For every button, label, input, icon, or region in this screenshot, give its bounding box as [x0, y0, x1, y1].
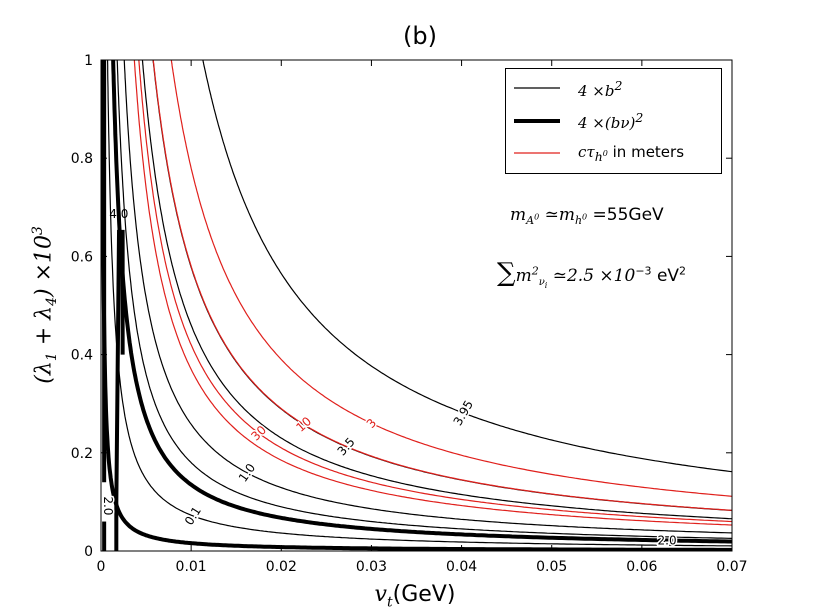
contour-label-7: 10 — [293, 414, 314, 435]
series-9 — [133, 60, 732, 526]
x-tick-label-5: 0.05 — [536, 559, 567, 575]
series-3 — [202, 60, 732, 473]
y-tick-label-0: 0 — [84, 544, 93, 560]
neutrino-annotation: ∑m2νi ≃2.5 ×10−3 eV2 — [497, 258, 687, 291]
x-tick-label-0: 0 — [97, 559, 106, 575]
contour-label-1: 1.0 — [236, 461, 258, 485]
contour-label-2.0: 2.0 — [658, 533, 677, 547]
y-axis-label: (λ1 + λ4) ×103 — [30, 226, 60, 384]
x-tick-label-1: 0.01 — [176, 559, 207, 575]
contour-label-peak: 4.0 — [109, 207, 128, 221]
contour-label-0: 0.1 — [182, 504, 204, 528]
y-tick-label-3: 0.6 — [71, 249, 93, 265]
x-tick-label-6: 0.06 — [626, 559, 657, 575]
contour-label-vertical: 2.0 — [101, 496, 115, 515]
y-tick-label-1: 0.2 — [71, 446, 93, 462]
series-5 — [141, 60, 732, 520]
contour-label-8: 30 — [248, 423, 269, 444]
x-axis-label: vt(GeV) — [374, 582, 456, 611]
series-8 — [138, 60, 732, 523]
x-tick-label-3: 0.03 — [356, 559, 387, 575]
y-tick-label-5: 1 — [84, 53, 93, 69]
series-10 — [111, 60, 732, 544]
series-0 — [107, 60, 732, 547]
legend-entry-bnu2: 4 ×(bν)2 — [578, 110, 644, 132]
y-tick-label-4: 0.8 — [71, 151, 93, 167]
series-7 — [152, 60, 732, 511]
contour-label-3: 3.95 — [451, 398, 476, 428]
mass-annotation: mA0 ≃mh0 =55GeV — [510, 205, 664, 228]
series-6 — [170, 60, 732, 497]
peak-contour — [114, 229, 125, 551]
legend-entry-ctau: cτh0 in meters — [578, 143, 685, 164]
chart-title: (b) — [403, 22, 437, 50]
series-1 — [123, 60, 732, 534]
x-tick-label-7: 0.07 — [716, 559, 747, 575]
x-tick-label-2: 0.02 — [266, 559, 297, 575]
contour-label-6: 3 — [364, 416, 380, 431]
y-tick-label-2: 0.4 — [71, 348, 93, 364]
contour-label-2: 3.5 — [335, 435, 358, 459]
series-4 — [116, 60, 732, 539]
plot-frame — [100, 59, 733, 552]
legend-entry-b2: 4 ×b2 — [578, 78, 623, 100]
x-tick-label-4: 0.04 — [446, 559, 477, 575]
series-11 — [101, 60, 732, 551]
